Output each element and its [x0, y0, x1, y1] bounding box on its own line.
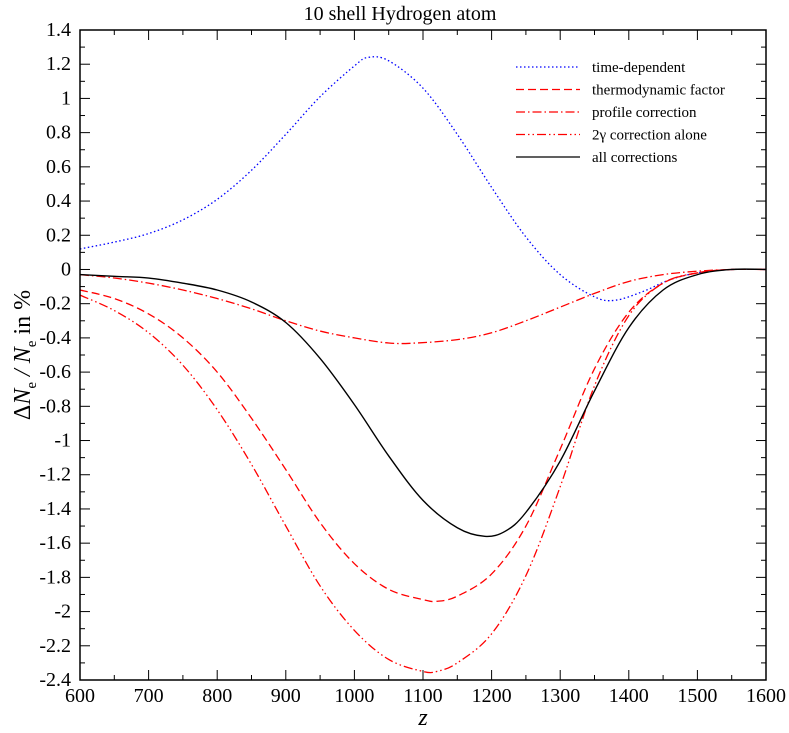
y-tick-label: -0.6	[39, 361, 71, 383]
x-tick-label: 1300	[540, 685, 580, 707]
legend-label: 2γ correction alone	[592, 128, 707, 144]
x-tick-label: 800	[202, 685, 232, 707]
y-tick-label: 0.8	[46, 122, 71, 144]
x-tick-label: 1600	[746, 685, 786, 707]
legend: time-dependent thermodynamic factor profil…	[516, 60, 725, 166]
x-tick-label: 1400	[609, 685, 649, 707]
y-tick-label: -2.2	[39, 635, 71, 657]
x-axis-label: z	[417, 705, 428, 731]
x-tick-label: 1200	[472, 685, 512, 707]
plot-series	[79, 56, 767, 674]
y-tick-label: 0	[61, 258, 71, 280]
chart-title: 10 shell Hydrogen atom	[304, 3, 497, 25]
plot-frame	[79, 29, 767, 681]
y-tick-label: 0.2	[46, 224, 71, 246]
series-line-2-correction-alone	[79, 268, 767, 674]
x-tick-label: 1100	[403, 685, 442, 707]
x-tick-label: 1500	[677, 685, 717, 707]
axis-ticks: 600 700 800 900 1000 1100 1200 1300 1400 1500 1600…	[39, 19, 786, 707]
y-tick-label: 0.4	[46, 190, 71, 212]
y-tick-label: -1.2	[39, 464, 71, 486]
svg-text:ΔNe / Ne in %: ΔNe / Ne in %	[10, 290, 40, 420]
legend-label: all corrections	[592, 150, 678, 166]
y-tick-label: -1.4	[39, 498, 71, 520]
series-line-all-corrections	[79, 268, 767, 538]
x-tick-label: 900	[271, 685, 301, 707]
legend-label: profile correction	[592, 105, 697, 121]
series-line-time-dependent	[79, 56, 767, 302]
y-tick-label: -0.8	[39, 395, 71, 417]
y-tick-label: -2.4	[39, 669, 71, 691]
series-line-profile-correction	[79, 268, 767, 345]
legend-label: time-dependent	[592, 60, 686, 76]
y-tick-label: 1	[61, 87, 71, 109]
y-tick-label: -1	[54, 430, 71, 452]
y-axis-label: ΔNe / Ne in %	[10, 290, 40, 420]
x-tick-label: 700	[134, 685, 164, 707]
y-tick-label: 1.4	[46, 19, 71, 41]
x-tick-label: 1000	[334, 685, 374, 707]
y-tick-label: -0.4	[39, 327, 71, 349]
x-tick-label: 600	[65, 685, 95, 707]
y-tick-label: -2	[54, 601, 71, 623]
y-tick-label: 1.2	[46, 53, 71, 75]
y-tick-label: 0.6	[46, 156, 71, 178]
series-line-thermodynamic-factor	[79, 268, 767, 603]
y-tick-label: -1.8	[39, 566, 71, 588]
legend-label: thermodynamic factor	[592, 83, 725, 99]
y-tick-label: -1.6	[39, 532, 71, 554]
y-tick-label: -0.2	[39, 293, 71, 315]
